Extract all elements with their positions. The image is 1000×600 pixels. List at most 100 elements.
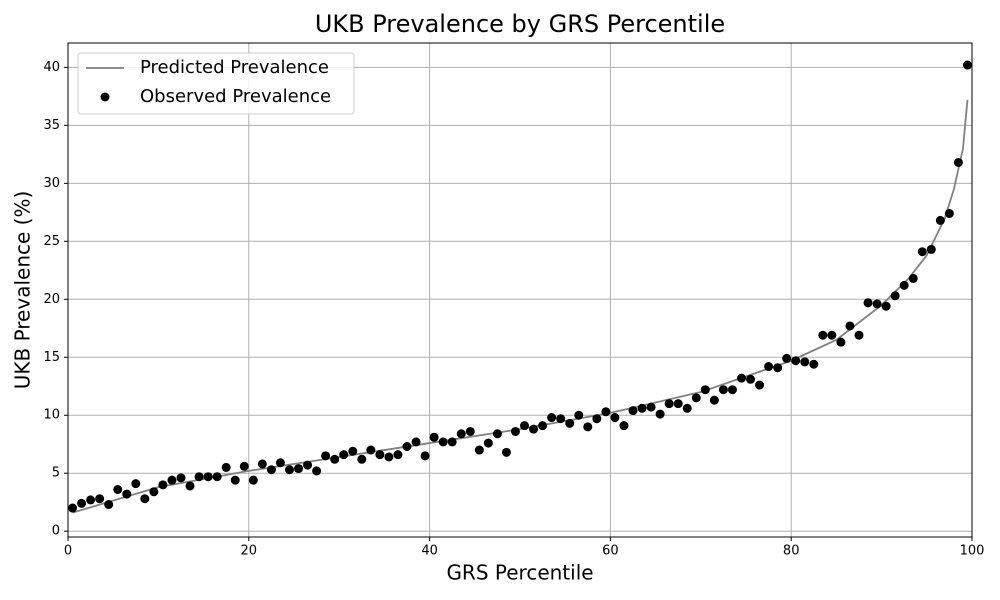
y-tick-label: 5 [52,466,60,481]
x-tick-label: 40 [421,544,438,559]
observed-point [303,460,313,470]
legend-marker [100,92,110,102]
observed-point [393,450,403,460]
legend-label: Observed Prevalence [140,86,331,107]
observed-point [800,357,810,367]
observed-point [77,498,87,508]
observed-point [836,337,846,347]
observed-point [321,451,331,461]
observed-point [339,450,349,460]
observed-point [203,472,213,482]
observed-point [917,247,927,257]
observed-point [429,432,439,442]
observed-point [194,472,204,482]
x-tick-label: 80 [783,544,800,559]
observed-point [420,451,430,461]
y-tick-label: 25 [43,234,60,249]
y-axis-label: UKB Prevalence (%) [11,191,35,390]
observed-point [266,465,276,475]
observed-point [944,208,954,218]
observed-point [131,479,141,489]
observed-point [664,399,674,409]
observed-point [375,450,385,460]
observed-point [113,484,123,494]
observed-point [230,475,240,485]
observed-point [782,353,792,363]
observed-point [510,426,520,436]
observed-point [257,459,267,469]
chart-title: UKB Prevalence by GRS Percentile [315,10,725,38]
observed-point [646,402,656,412]
observed-point [854,330,864,340]
observed-point [438,437,448,447]
observed-point [791,356,801,366]
observed-point [411,437,421,447]
legend-box [77,52,355,115]
observed-point [239,461,249,471]
y-tick-label: 15 [43,350,60,365]
x-axis-label: GRS Percentile [446,561,593,585]
observed-point [565,418,575,428]
observed-point [212,472,222,482]
observed-point [122,489,132,499]
observed-point [86,495,96,505]
observed-point [95,494,105,504]
y-tick-label: 20 [43,292,60,307]
observed-point [330,454,340,464]
observed-point [682,403,692,413]
legend: Predicted Prevalence Observed Prevalence [77,52,355,115]
observed-point [294,464,304,474]
observed-point [718,385,728,395]
y-tick-label: 35 [43,118,60,133]
observed-point [547,413,557,423]
observed-point [655,409,665,419]
observed-point [736,373,746,383]
observed-point [935,215,945,225]
observed-point [366,445,376,455]
observed-point [556,414,566,424]
observed-point [872,299,882,309]
observed-point [140,494,150,504]
observed-point [529,424,539,434]
observed-point [284,465,294,475]
observed-point [908,273,918,283]
x-tick-label: 20 [241,544,258,559]
observed-point [637,403,647,413]
observed-point [746,374,756,384]
observed-point [574,410,584,420]
observed-point [583,422,593,432]
observed-point [185,481,195,491]
y-tick-label: 30 [43,176,60,191]
observed-point [926,244,936,254]
observed-point [764,362,774,372]
observed-point [610,413,620,423]
observed-point [673,399,683,409]
observed-point [221,462,231,472]
y-tick-label: 0 [52,524,60,539]
observed-point [899,280,909,290]
plot-frame [67,42,973,538]
observed-point [592,414,602,424]
observed-point [809,359,819,369]
observed-point [863,298,873,308]
observed-point [827,330,837,340]
observed-point [456,429,466,439]
observed-point [176,473,186,483]
observed-point [691,393,701,403]
observed-point [248,475,258,485]
y-tick-label: 40 [43,60,60,75]
observed-point [348,446,358,456]
observed-point [167,475,177,485]
observed-point [601,407,611,417]
observed-point [384,452,394,462]
observed-point [709,395,719,405]
observed-point [68,503,78,513]
observed-point [492,429,502,439]
observed-point [628,406,638,416]
observed-point [890,291,900,301]
observed-point [357,454,367,464]
observed-point [520,421,530,431]
observed-point [619,421,629,431]
observed-point [700,385,710,395]
